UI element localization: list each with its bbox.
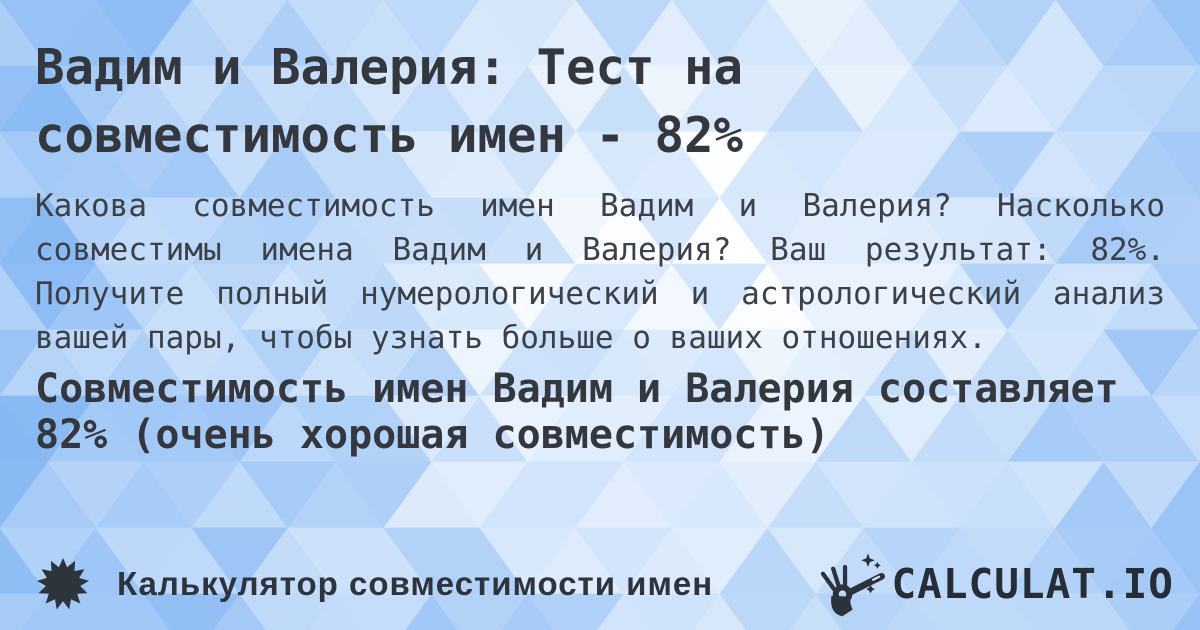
magic-wand-hand-icon (821, 553, 886, 617)
brand-name: CALCULAT.IO (891, 560, 1174, 608)
result-summary: Совместимость имен Вадим и Валерия соста… (35, 366, 1119, 458)
page-title: Вадим и Валерия: Тест на совместимость и… (35, 39, 744, 164)
brand-logo: CALCULAT.IO (817, 550, 1174, 618)
footer: Калькулятор совместимости имен (35, 550, 1174, 618)
footer-left: Калькулятор совместимости имен (35, 556, 713, 612)
starburst-icon (37, 557, 89, 610)
footer-label: Калькулятор совместимости имен (117, 565, 714, 602)
page-description: Какова совместимость имен Вадим и Валери… (35, 188, 1165, 357)
